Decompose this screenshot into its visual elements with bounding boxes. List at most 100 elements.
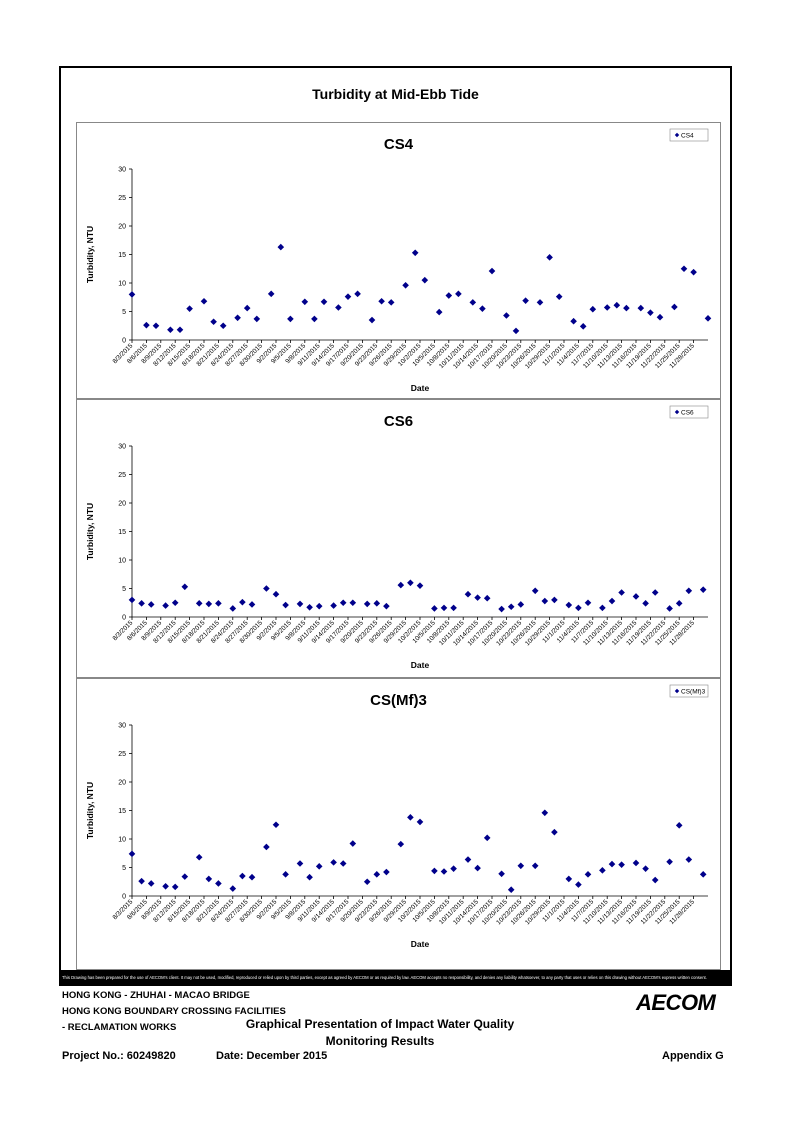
y-axis-label: Turbidity, NTU bbox=[85, 782, 95, 839]
data-point bbox=[608, 860, 616, 868]
data-point bbox=[239, 598, 246, 606]
drawing-frame: Turbidity at Mid-Ebb Tide CS4 0 5 10 15 20 25 3… bbox=[59, 66, 732, 986]
data-point bbox=[666, 605, 673, 612]
data-point bbox=[205, 600, 213, 608]
data-point bbox=[373, 600, 381, 607]
legend-label: CS6 bbox=[681, 410, 694, 417]
data-point bbox=[603, 304, 611, 311]
data-point bbox=[498, 870, 505, 878]
data-point bbox=[685, 856, 693, 863]
data-point bbox=[282, 601, 289, 609]
y-tick-label: 25 bbox=[118, 751, 126, 758]
y-tick-label: 5 bbox=[122, 586, 126, 593]
data-point bbox=[531, 587, 539, 595]
data-point bbox=[335, 304, 342, 311]
data-point bbox=[215, 880, 222, 887]
data-point bbox=[282, 871, 289, 878]
data-point bbox=[272, 590, 280, 598]
data-point bbox=[152, 322, 160, 330]
data-point bbox=[551, 596, 558, 604]
data-point bbox=[522, 297, 529, 304]
legend-label: CS(Mf)3 bbox=[681, 689, 706, 696]
data-point bbox=[311, 315, 318, 323]
data-point bbox=[229, 885, 237, 892]
data-point bbox=[483, 594, 491, 602]
data-point bbox=[354, 290, 361, 298]
data-point bbox=[685, 587, 693, 595]
y-tick-label: 10 bbox=[118, 558, 126, 565]
data-point bbox=[363, 600, 371, 608]
data-point bbox=[263, 585, 270, 592]
data-point bbox=[162, 883, 169, 890]
data-point bbox=[186, 305, 193, 312]
data-point bbox=[584, 599, 592, 607]
data-point bbox=[397, 581, 405, 589]
data-point bbox=[407, 814, 414, 821]
data-point bbox=[147, 880, 155, 887]
data-point bbox=[469, 299, 477, 306]
data-point bbox=[435, 308, 443, 316]
data-point bbox=[575, 604, 582, 612]
data-point bbox=[234, 314, 241, 322]
y-tick-label: 10 bbox=[118, 281, 126, 288]
data-point bbox=[531, 862, 539, 870]
data-point bbox=[267, 290, 275, 298]
data-point bbox=[507, 886, 515, 894]
data-point bbox=[330, 859, 337, 866]
y-tick-label: 15 bbox=[118, 529, 126, 536]
chart-title: CS6 bbox=[384, 413, 413, 430]
data-point bbox=[479, 305, 486, 312]
data-point bbox=[248, 601, 256, 608]
data-point bbox=[503, 312, 510, 319]
data-point bbox=[306, 873, 313, 881]
chart-svg: CS(Mf)30510152025308/3/20158/6/20158/9/2… bbox=[85, 684, 709, 949]
y-tick-label: 20 bbox=[118, 224, 126, 231]
data-point bbox=[474, 864, 481, 872]
data-point bbox=[339, 860, 347, 867]
project-number: Project No.: 60249820 bbox=[62, 1050, 176, 1062]
chart-title: CS(Mf)3 bbox=[370, 692, 427, 709]
data-point bbox=[416, 582, 424, 589]
y-tick-label: 30 bbox=[118, 723, 126, 730]
data-point bbox=[632, 859, 640, 867]
data-point bbox=[181, 873, 189, 880]
data-point bbox=[690, 268, 697, 276]
data-point bbox=[402, 281, 409, 289]
data-point bbox=[200, 297, 208, 305]
y-tick-label: 15 bbox=[118, 252, 126, 259]
data-point bbox=[541, 809, 549, 817]
data-point bbox=[431, 867, 438, 875]
data-point bbox=[599, 604, 606, 612]
data-point bbox=[642, 865, 649, 872]
data-point bbox=[536, 299, 544, 306]
data-point bbox=[167, 326, 174, 334]
data-point bbox=[296, 600, 304, 608]
data-point bbox=[421, 276, 429, 284]
chart-svg: CS60510152025308/3/20158/6/20158/9/20158… bbox=[85, 405, 709, 670]
data-point bbox=[263, 843, 270, 851]
data-point bbox=[464, 856, 472, 863]
project-line-2: HONG KONG BOUNDARY CROSSING FACILITIES bbox=[62, 1006, 286, 1017]
data-point bbox=[128, 850, 136, 858]
data-point bbox=[383, 868, 390, 876]
data-point bbox=[474, 594, 481, 601]
data-point bbox=[512, 327, 520, 335]
y-tick-label: 30 bbox=[118, 167, 126, 174]
data-point bbox=[579, 323, 587, 330]
data-point bbox=[498, 605, 505, 613]
y-tick-label: 0 bbox=[122, 894, 126, 901]
data-point bbox=[397, 840, 405, 848]
data-point bbox=[138, 600, 145, 607]
drawing-title-line-2: Monitoring Results bbox=[325, 1034, 435, 1048]
y-axis-label: Turbidity, NTU bbox=[85, 503, 95, 560]
chart-panel-csmf3: CS(Mf)3 0 5 10 15 20 25 30 8/3/2015 8/6/2015 8/9/2… bbox=[76, 678, 721, 970]
aecom-logo: AECOM bbox=[636, 990, 716, 1015]
data-point bbox=[296, 860, 304, 867]
data-point bbox=[243, 304, 251, 312]
data-point bbox=[378, 297, 385, 305]
data-point bbox=[277, 243, 285, 251]
data-point bbox=[248, 873, 256, 881]
y-tick-label: 15 bbox=[118, 808, 126, 815]
data-point bbox=[565, 601, 573, 609]
data-point bbox=[589, 305, 597, 313]
